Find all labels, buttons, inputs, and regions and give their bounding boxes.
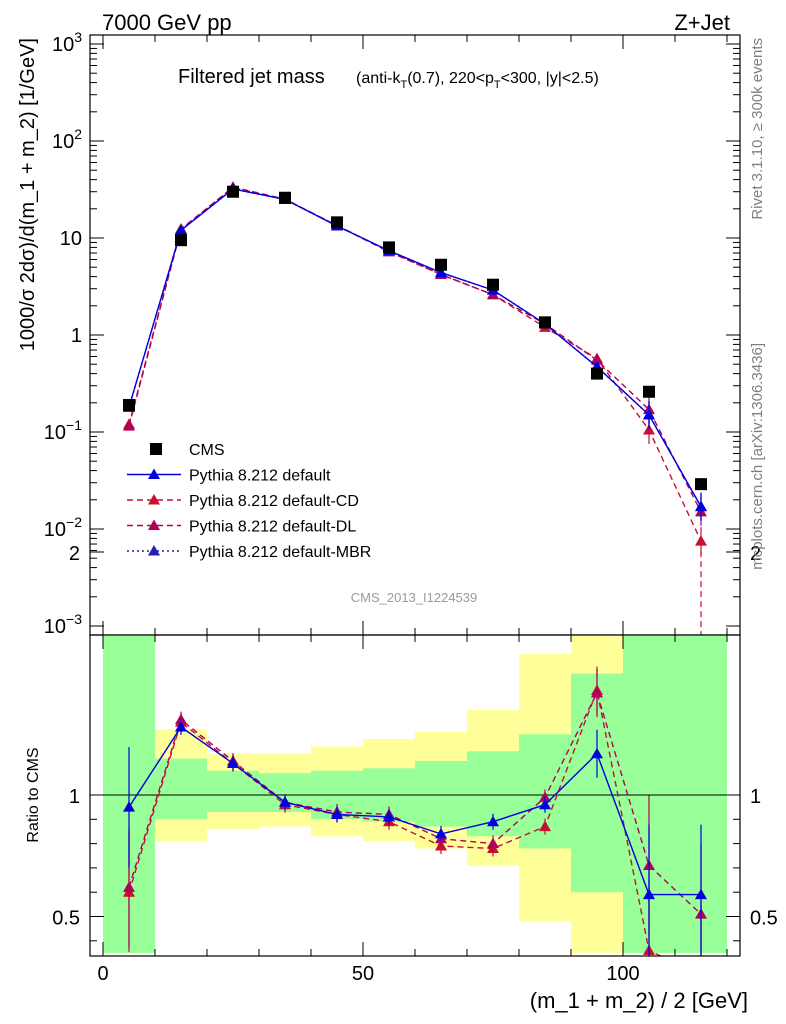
analysis-label: CMS_2013_I1224539 [351, 590, 478, 605]
ratio-stat-band [415, 760, 467, 827]
ratio-data-point [487, 837, 499, 849]
ratio-data-point [435, 827, 447, 839]
cms-data-point [435, 258, 447, 271]
ratio-y-tick-label: 2 [69, 543, 80, 565]
ratio-data-point [539, 791, 551, 802]
cms-data-point [227, 185, 239, 198]
main-data-point [591, 354, 603, 365]
process-label: Z+Jet [674, 10, 730, 35]
legend-marker [148, 545, 160, 556]
ratio-y-axis-label: Ratio to CMS [25, 747, 42, 842]
legend-label: CMS [189, 442, 225, 459]
main-series-line [128, 186, 702, 513]
ratio-data-point [591, 747, 603, 759]
main-title: Filtered jet mass [178, 66, 325, 88]
x-tick-label: 100 [606, 963, 639, 985]
cms-data-point [331, 216, 343, 229]
ratio-data-point [539, 798, 551, 810]
ratio-bands [103, 635, 727, 953]
cms-data-point [643, 385, 655, 398]
ratio-data-point [539, 820, 551, 832]
cms-data-point [279, 191, 291, 204]
ratio-y-tick-label-right: 0.5 [750, 908, 778, 930]
ratio-y-tick-label: 1 [69, 786, 80, 808]
beam-label: 7000 GeV pp [102, 10, 232, 35]
ratio-stat-band [207, 770, 259, 813]
ratio-data-point [175, 713, 187, 725]
main-series-line [128, 186, 702, 542]
ratio-data-point [695, 969, 707, 980]
main-y-tick-label: 103 [52, 29, 82, 56]
main-y-tick-label: 10 [60, 228, 82, 250]
legend-marker [148, 468, 160, 479]
ratio-stat-band [155, 758, 207, 820]
legend-marker [148, 519, 160, 530]
x-tick-label: 0 [97, 963, 108, 985]
ratio-series-line [128, 691, 702, 915]
x-tick-label: 50 [352, 963, 374, 985]
legend: CMS Pythia 8.212 default Pythia 8.212 defa… [127, 442, 371, 561]
main-y-axis-label: 1000/σ 2dσ)/d(m_1 + m_2) [1/GeV] [17, 38, 39, 351]
main-data-point [123, 420, 135, 431]
ratio-data-point [175, 720, 187, 732]
main-data-point [643, 408, 655, 420]
ratio-data-point [695, 888, 707, 900]
ratio-data-point [487, 815, 499, 827]
cms-data-point [591, 367, 603, 380]
ratio-data-point [123, 881, 135, 892]
ratio-tick-labels: 0.5 0.5 1 1 2 2 0 50 100 [52, 543, 778, 985]
ratio-data-point [383, 810, 395, 822]
main-subtitle: (anti-kT(0.7), 220<pT<300, |y|<2.5) [356, 70, 599, 91]
cms-data-point [175, 234, 187, 247]
main-data-point [643, 423, 655, 435]
cms-data-point [539, 316, 551, 329]
ratio-data-point [279, 796, 291, 807]
legend-label: Pythia 8.212 default-MBR [189, 544, 371, 561]
main-frame [89, 34, 741, 636]
legend-marker [150, 443, 162, 455]
main-data-point [695, 535, 707, 546]
main-data-point [435, 266, 447, 278]
ratio-y-tick-label-right: 2 [750, 543, 761, 565]
main-y-tick-label: 10−3 [44, 611, 82, 638]
ratio-data-point [331, 808, 343, 819]
legend-label: Pythia 8.212 default-CD [189, 493, 359, 510]
cms-data-point [383, 241, 395, 254]
main-y-tick-label: 10−2 [44, 514, 82, 541]
rivet-label: Rivet 3.1.10, ≥ 300k events [749, 38, 766, 220]
ratio-y-tick-label-right: 1 [750, 786, 761, 808]
ratio-series [123, 666, 707, 980]
legend-label: Pythia 8.212 default [189, 468, 331, 485]
ratio-data-point [591, 686, 603, 698]
main-y-tick-label: 10−1 [44, 417, 82, 444]
ratio-panel: 0.5 0.5 1 1 2 2 0 50 100 Ratio to CMS (m_1 + m_2… [25, 543, 778, 1013]
main-y-tick-label: 1 [71, 325, 82, 347]
main-data-point [175, 224, 187, 235]
ratio-data-point [123, 801, 135, 812]
mcplots-label: mcplots.cern.ch [arXiv:1306.3436] [749, 343, 766, 570]
x-axis-label: (m_1 + m_2) / 2 [GeV] [530, 988, 748, 1013]
main-y-tick-label: 102 [52, 126, 82, 153]
cms-data-point [487, 278, 499, 291]
ratio-ticks [90, 551, 740, 956]
legend-label: Pythia 8.212 default-DL [189, 519, 356, 536]
ratio-data-point [643, 888, 655, 900]
main-ticks [90, 35, 740, 635]
ratio-y-tick-label: 0.5 [52, 908, 80, 930]
cms-data-point [123, 398, 135, 411]
ratio-series-line [128, 726, 701, 896]
cms-data-point [695, 478, 707, 491]
ratio-data-point [227, 757, 239, 768]
main-series [123, 181, 707, 635]
main-data-point [695, 500, 707, 512]
main-series-line [128, 188, 702, 507]
legend-marker [148, 494, 160, 505]
